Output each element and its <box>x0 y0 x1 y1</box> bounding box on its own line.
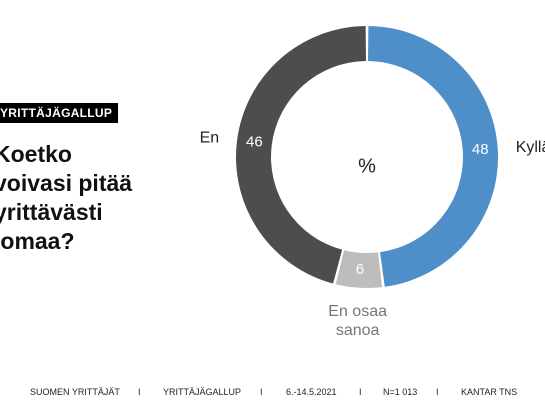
donut-slice-1 <box>335 250 383 288</box>
footer-separator: I <box>138 387 141 397</box>
footer-separator: I <box>359 387 362 397</box>
footer-separator: I <box>260 387 263 397</box>
slice-category-label: En osaa <box>328 303 387 320</box>
slice-category-label: sanoa <box>336 322 380 339</box>
survey-badge: YRITTÄJÄGALLUP <box>0 103 119 123</box>
question-line: yrittävästi <box>0 199 103 225</box>
question-line: voivasi pitää <box>0 170 133 196</box>
slice-category-label: Kyllä <box>516 139 545 156</box>
footer-date: 6.-14.5.2021 <box>286 387 337 397</box>
footer-survey: YRITTÄJÄGALLUP <box>163 387 242 397</box>
value-labels: 48 6 46 <box>246 134 489 279</box>
slice-value-label: 46 <box>246 134 263 151</box>
center-label: % <box>358 155 376 177</box>
footer-separator: I <box>436 387 439 397</box>
footer-sample-size: N=1 013 <box>383 387 418 397</box>
donut-slice-0 <box>368 26 499 287</box>
question-line: Koetko <box>0 141 72 167</box>
footer-provider: KANTAR TNS <box>461 387 518 397</box>
footer-source: SUOMEN YRITTÄJÄT <box>30 387 120 397</box>
slice-value-label: 6 <box>356 261 364 278</box>
donut-slices <box>235 26 499 288</box>
question-line: lomaa? <box>0 228 75 254</box>
footer-credits: SUOMEN YRITTÄJÄT I YRITTÄJÄGALLUP I 6.-1… <box>0 382 545 402</box>
slice-category-label: En <box>200 130 220 147</box>
slice-labels: Kyllä En osaa sanoa En <box>200 130 545 339</box>
donut-slice-2 <box>235 26 366 284</box>
question-title: Koetko voivasi pitää yrittävästi lomaa? <box>0 140 132 256</box>
slice-value-label: 48 <box>472 141 489 158</box>
